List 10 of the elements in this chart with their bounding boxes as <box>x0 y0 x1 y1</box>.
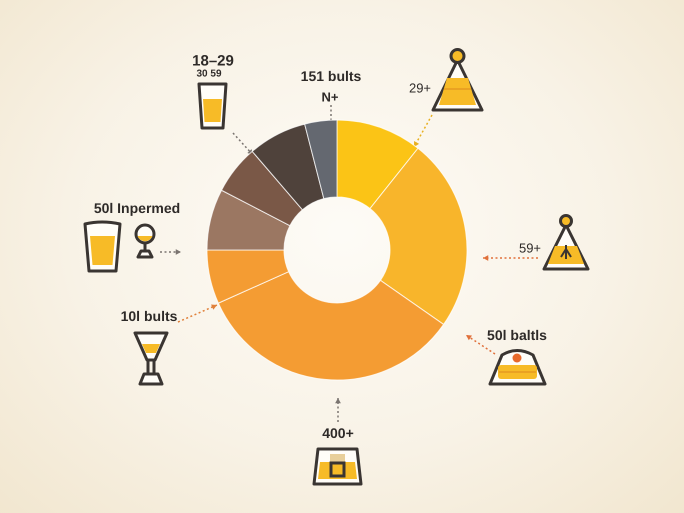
text: 29+ <box>408 80 432 96</box>
text: 59+ <box>518 240 542 256</box>
text: 151 bults <box>300 68 362 84</box>
text: 50l Inpermed <box>94 200 180 216</box>
text: 10l bults <box>120 308 178 324</box>
text: 18–29 <box>192 52 234 70</box>
text: 30 59 <box>196 68 222 80</box>
text: 50l baltls <box>487 327 548 343</box>
text: 400+ <box>322 425 354 441</box>
text: N+ <box>322 90 339 104</box>
